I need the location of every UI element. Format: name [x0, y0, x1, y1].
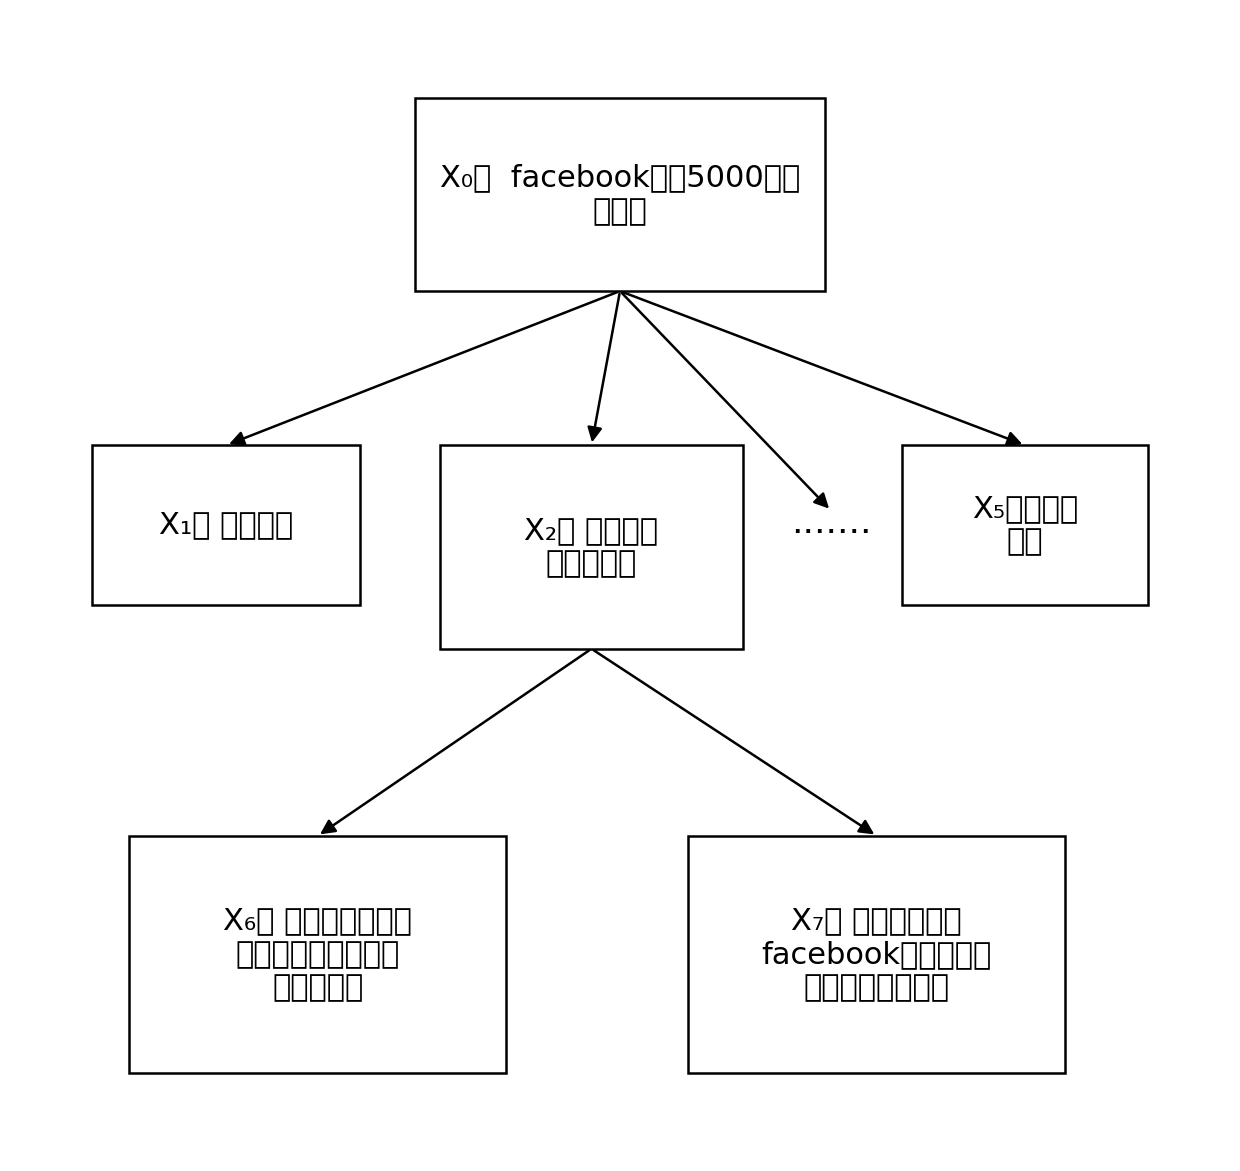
Text: X₂： 用户信息
安全很重要: X₂： 用户信息 安全很重要: [525, 515, 658, 578]
Text: X₆： 我觉得应该是真
的，现在用户信息泄
露太严重了: X₆： 我觉得应该是真 的，现在用户信息泄 露太严重了: [223, 906, 412, 1002]
Text: X₅：是真的
吗？: X₅：是真的 吗？: [972, 494, 1078, 556]
FancyBboxPatch shape: [688, 836, 1065, 1073]
Text: X₇： 扎克伯格将就
facebook信息泄露事
件出席国会听证会: X₇： 扎克伯格将就 facebook信息泄露事 件出席国会听证会: [761, 906, 992, 1002]
FancyBboxPatch shape: [440, 445, 743, 649]
FancyBboxPatch shape: [92, 445, 361, 604]
FancyBboxPatch shape: [903, 445, 1147, 604]
Text: X₁： 太可怕了: X₁： 太可怕了: [160, 511, 294, 540]
FancyBboxPatch shape: [129, 836, 506, 1073]
Text: ·······: ·······: [791, 515, 872, 549]
FancyBboxPatch shape: [414, 98, 826, 292]
Text: X₀：  facebook泄露5000万用
户数据: X₀： facebook泄露5000万用 户数据: [440, 164, 800, 226]
